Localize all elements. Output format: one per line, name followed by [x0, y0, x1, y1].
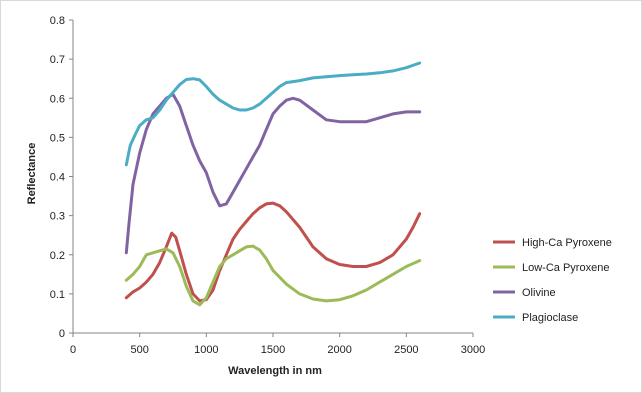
- y-tick-label: 0.2: [50, 250, 65, 262]
- series-line-plagioclase: [124, 61, 422, 167]
- x-tick-label: 3000: [461, 344, 485, 356]
- x-tick-label: 0: [70, 344, 76, 356]
- y-tick-label: 0.4: [50, 172, 65, 184]
- x-tick-label: 1000: [194, 344, 218, 356]
- y-axis-title: Reflectance: [26, 143, 38, 205]
- legend-label: High-Ca Pyroxene: [522, 237, 612, 249]
- legend-label: Plagioclase: [522, 312, 578, 324]
- y-tick-label: 0.1: [50, 289, 65, 301]
- x-tick-label: 2500: [394, 344, 418, 356]
- x-tick-label: 500: [130, 344, 148, 356]
- x-tick-labels: 0 500 1000 1500 2000 2500 3000: [70, 333, 485, 356]
- legend: High-Ca Pyroxene Low-Ca Pyroxene Olivine Pl…: [493, 237, 612, 324]
- y-tick-label: 0.5: [50, 132, 65, 144]
- y-tick-label: 0.6: [50, 93, 65, 105]
- y-tick-label: 0.3: [50, 211, 65, 223]
- x-tick-label: 1500: [261, 344, 285, 356]
- y-tick-label: 0.7: [50, 54, 65, 66]
- series-line-high-ca-pyroxene: [124, 201, 422, 303]
- legend-label: Low-Ca Pyroxene: [522, 262, 609, 274]
- y-tick-label: 0.8: [50, 15, 65, 27]
- series-line-olivine: [124, 92, 422, 255]
- series-line-low-ca-pyroxene: [124, 244, 422, 307]
- axes: [72, 20, 473, 334]
- y-tick-label: 0: [59, 328, 65, 340]
- legend-label: Olivine: [522, 287, 556, 299]
- x-tick-label: 2000: [327, 344, 351, 356]
- y-tick-labels: 0 0.1 0.2 0.3 0.4 0.5 0.6 0.7 0.8: [50, 15, 73, 340]
- series-lines: [124, 61, 422, 307]
- x-axis-title: Wavelength in nm: [228, 365, 322, 377]
